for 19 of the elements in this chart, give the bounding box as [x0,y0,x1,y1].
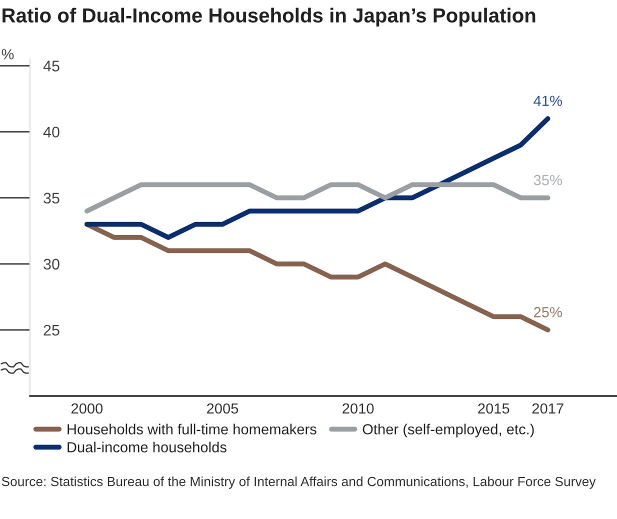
x-tick-label: 2015 [478,403,510,414]
y-tick-label: 45 [43,60,60,72]
legend-label: Households with full-time homemakers [68,424,316,434]
data-label: 25% [534,307,562,318]
y-tick-label: 30 [44,258,60,270]
source-note: Source: Statistics Bureau of the Ministry of Internal Affairs and Communications, Labour Force Survey [2,476,596,489]
legend-label: Other (self-employed, etc.) [362,424,534,438]
x-tick-label: 2017 [532,403,564,414]
data-label: 41% [534,96,562,106]
x-tick-label: 2010 [342,403,374,414]
y-tick-label: 25 [44,324,60,336]
x-tick-label: 2005 [207,403,238,414]
x-tick-label: 2000 [71,403,103,414]
y-tick-label: 35 [44,192,60,204]
legend-label: Dual-income households [68,442,226,452]
y-tick-label: 40 [43,126,60,138]
y-axis-title: % [2,49,14,60]
chart-title: Ratio of Dual-Income Households in Japan’s Population [2,8,536,27]
data-label: 35% [534,174,562,186]
